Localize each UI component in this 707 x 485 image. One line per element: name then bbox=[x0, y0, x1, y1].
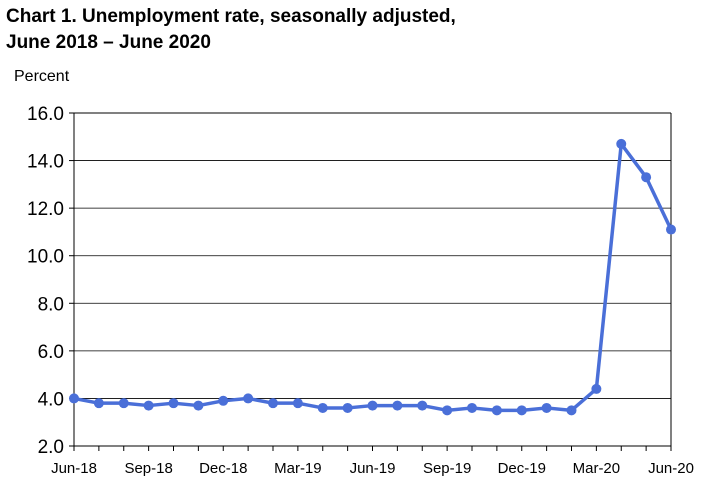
data-point bbox=[591, 383, 602, 394]
x-tick-label: Dec-19 bbox=[498, 460, 546, 477]
data-point bbox=[392, 400, 403, 411]
data-point bbox=[118, 398, 129, 409]
data-point bbox=[168, 398, 179, 409]
data-point bbox=[417, 400, 428, 411]
data-point bbox=[641, 172, 652, 183]
chart-title: Chart 1. Unemployment rate, seasonally a… bbox=[6, 4, 456, 56]
x-tick-label: Sep-18 bbox=[124, 460, 172, 477]
x-tick-label: Jun-19 bbox=[350, 460, 396, 477]
data-point bbox=[292, 398, 303, 409]
y-tick-label: 12.0 bbox=[27, 199, 64, 220]
data-point bbox=[93, 398, 104, 409]
data-point bbox=[367, 400, 378, 411]
data-point bbox=[342, 402, 353, 413]
data-point bbox=[666, 224, 676, 235]
data-point bbox=[442, 405, 453, 416]
data-point bbox=[541, 402, 552, 413]
data-point bbox=[516, 405, 527, 416]
y-axis-label: Percent bbox=[14, 68, 70, 85]
data-point bbox=[268, 398, 278, 409]
y-tick-label: 8.0 bbox=[38, 294, 64, 315]
y-tick-label: 16.0 bbox=[27, 104, 64, 125]
x-tick-label: Dec-18 bbox=[199, 460, 247, 477]
data-point bbox=[218, 395, 229, 406]
data-point bbox=[143, 400, 154, 411]
x-tick-label: Jun-20 bbox=[648, 460, 694, 477]
x-tick-label: Jun-18 bbox=[51, 460, 97, 477]
x-tick-label: Mar-19 bbox=[274, 460, 322, 477]
y-tick-label: 10.0 bbox=[27, 247, 64, 268]
data-point bbox=[467, 402, 477, 413]
chart-title-line-2: June 2018 – June 2020 bbox=[6, 32, 211, 53]
x-tick-label: Mar-20 bbox=[573, 460, 621, 477]
data-point bbox=[491, 405, 502, 416]
y-tick-label: 2.0 bbox=[38, 437, 64, 458]
x-tick-label: Sep-19 bbox=[423, 460, 471, 477]
data-point bbox=[243, 393, 254, 404]
data-point bbox=[193, 400, 204, 411]
data-point bbox=[566, 405, 577, 416]
y-tick-label: 14.0 bbox=[27, 152, 64, 173]
data-point bbox=[317, 402, 328, 413]
y-tick-label: 4.0 bbox=[38, 389, 64, 410]
data-point bbox=[616, 138, 627, 149]
series-line bbox=[73, 142, 673, 413]
y-tick-label: 6.0 bbox=[38, 342, 64, 363]
data-point bbox=[69, 393, 79, 404]
chart-title-line-1: Chart 1. Unemployment rate, seasonally a… bbox=[6, 6, 456, 27]
